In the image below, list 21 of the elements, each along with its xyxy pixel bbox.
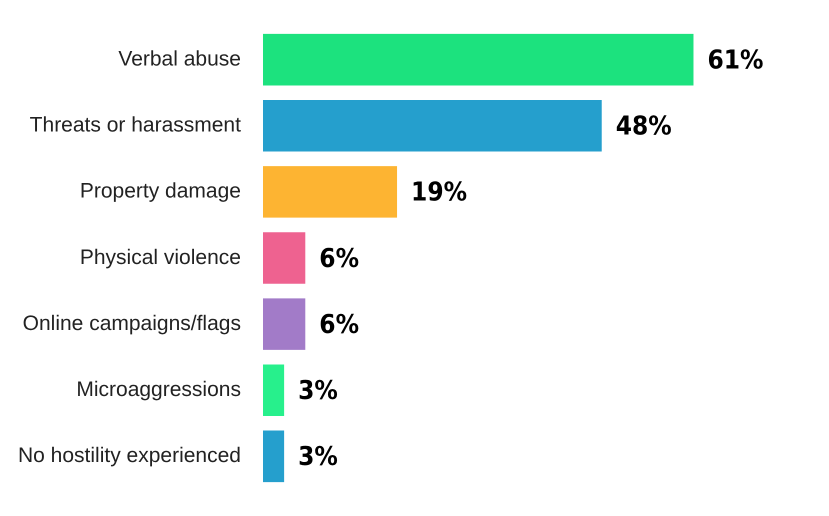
data-label: 19% bbox=[411, 178, 468, 208]
data-label: 48% bbox=[616, 112, 672, 142]
data-label: 3% bbox=[298, 442, 338, 472]
bar bbox=[262, 298, 306, 350]
y-tick-label: Verbal abuse bbox=[118, 47, 241, 70]
data-label: 6% bbox=[319, 244, 360, 274]
bar bbox=[262, 100, 602, 152]
bar bbox=[262, 430, 284, 482]
bar bbox=[262, 232, 306, 284]
y-tick-label: Threats or harassment bbox=[30, 114, 242, 137]
y-tick-label: No hostility experienced bbox=[18, 444, 241, 468]
bar bbox=[262, 166, 398, 218]
data-label: 3% bbox=[298, 376, 338, 406]
y-tick-label: Microaggressions bbox=[76, 378, 241, 402]
data-label: 61% bbox=[707, 45, 764, 76]
bar bbox=[262, 364, 284, 416]
data-label: 6% bbox=[319, 310, 360, 340]
bar bbox=[262, 34, 694, 86]
y-tick-label: Property damage bbox=[80, 180, 241, 203]
y-tick-label: Physical violence bbox=[80, 246, 241, 269]
y-tick-label: Online campaigns/flags bbox=[22, 312, 241, 335]
